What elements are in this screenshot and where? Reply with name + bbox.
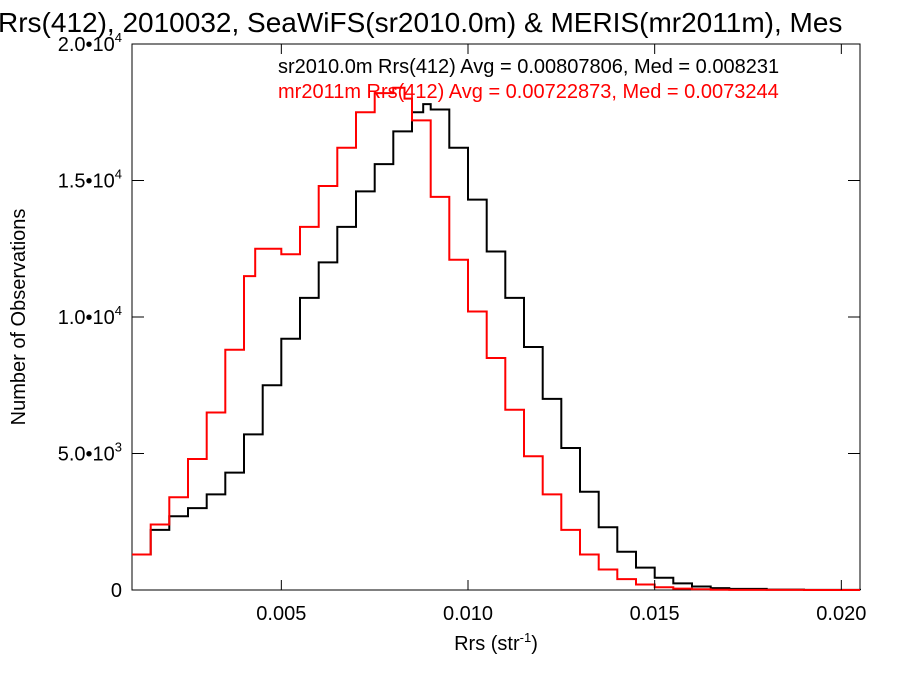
x-axis-ticks: 0.005 0.010 0.015 0.020 bbox=[256, 44, 866, 625]
chart-title: Rrs(412), 2010032, SeaWiFS(sr2010.0m) & … bbox=[0, 7, 842, 38]
x-tick-label: 0.010 bbox=[443, 603, 493, 625]
y-tick-label: 5.0•103 bbox=[58, 440, 122, 466]
x-axis-label: Rrs (str-1) bbox=[454, 630, 538, 655]
x-tick-label: 0.005 bbox=[256, 603, 306, 625]
x-tick-label: 0.015 bbox=[630, 603, 680, 625]
y-axis-ticks: 0 5.0•103 1.0•104 1.5•104 2.0•104 bbox=[58, 30, 860, 602]
x-axis-label-main: Rrs (str bbox=[454, 633, 520, 655]
x-axis-label-suffix: ) bbox=[531, 633, 538, 655]
x-tick-label: 0.020 bbox=[816, 603, 866, 625]
y-tick-label: 2.0•104 bbox=[58, 30, 122, 56]
y-axis-label: Number of Observations bbox=[8, 209, 30, 426]
y-tick-label: 0 bbox=[111, 580, 122, 602]
x-axis-label-sup: -1 bbox=[520, 630, 532, 645]
series-line-sr2010.0m bbox=[132, 103, 861, 591]
plot-frame bbox=[131, 43, 861, 591]
y-tick-label: 1.0•104 bbox=[58, 303, 122, 329]
legend-entry-mr2011m: mr2011m Rrs(412) Avg = 0.00722873, Med =… bbox=[278, 81, 779, 103]
y-tick-label: 1.5•104 bbox=[58, 167, 122, 193]
series-line-mr2011m bbox=[132, 86, 860, 591]
series-layer bbox=[132, 86, 861, 591]
legend-entry-sr2010: sr2010.0m Rrs(412) Avg = 0.00807806, Med… bbox=[278, 56, 779, 78]
